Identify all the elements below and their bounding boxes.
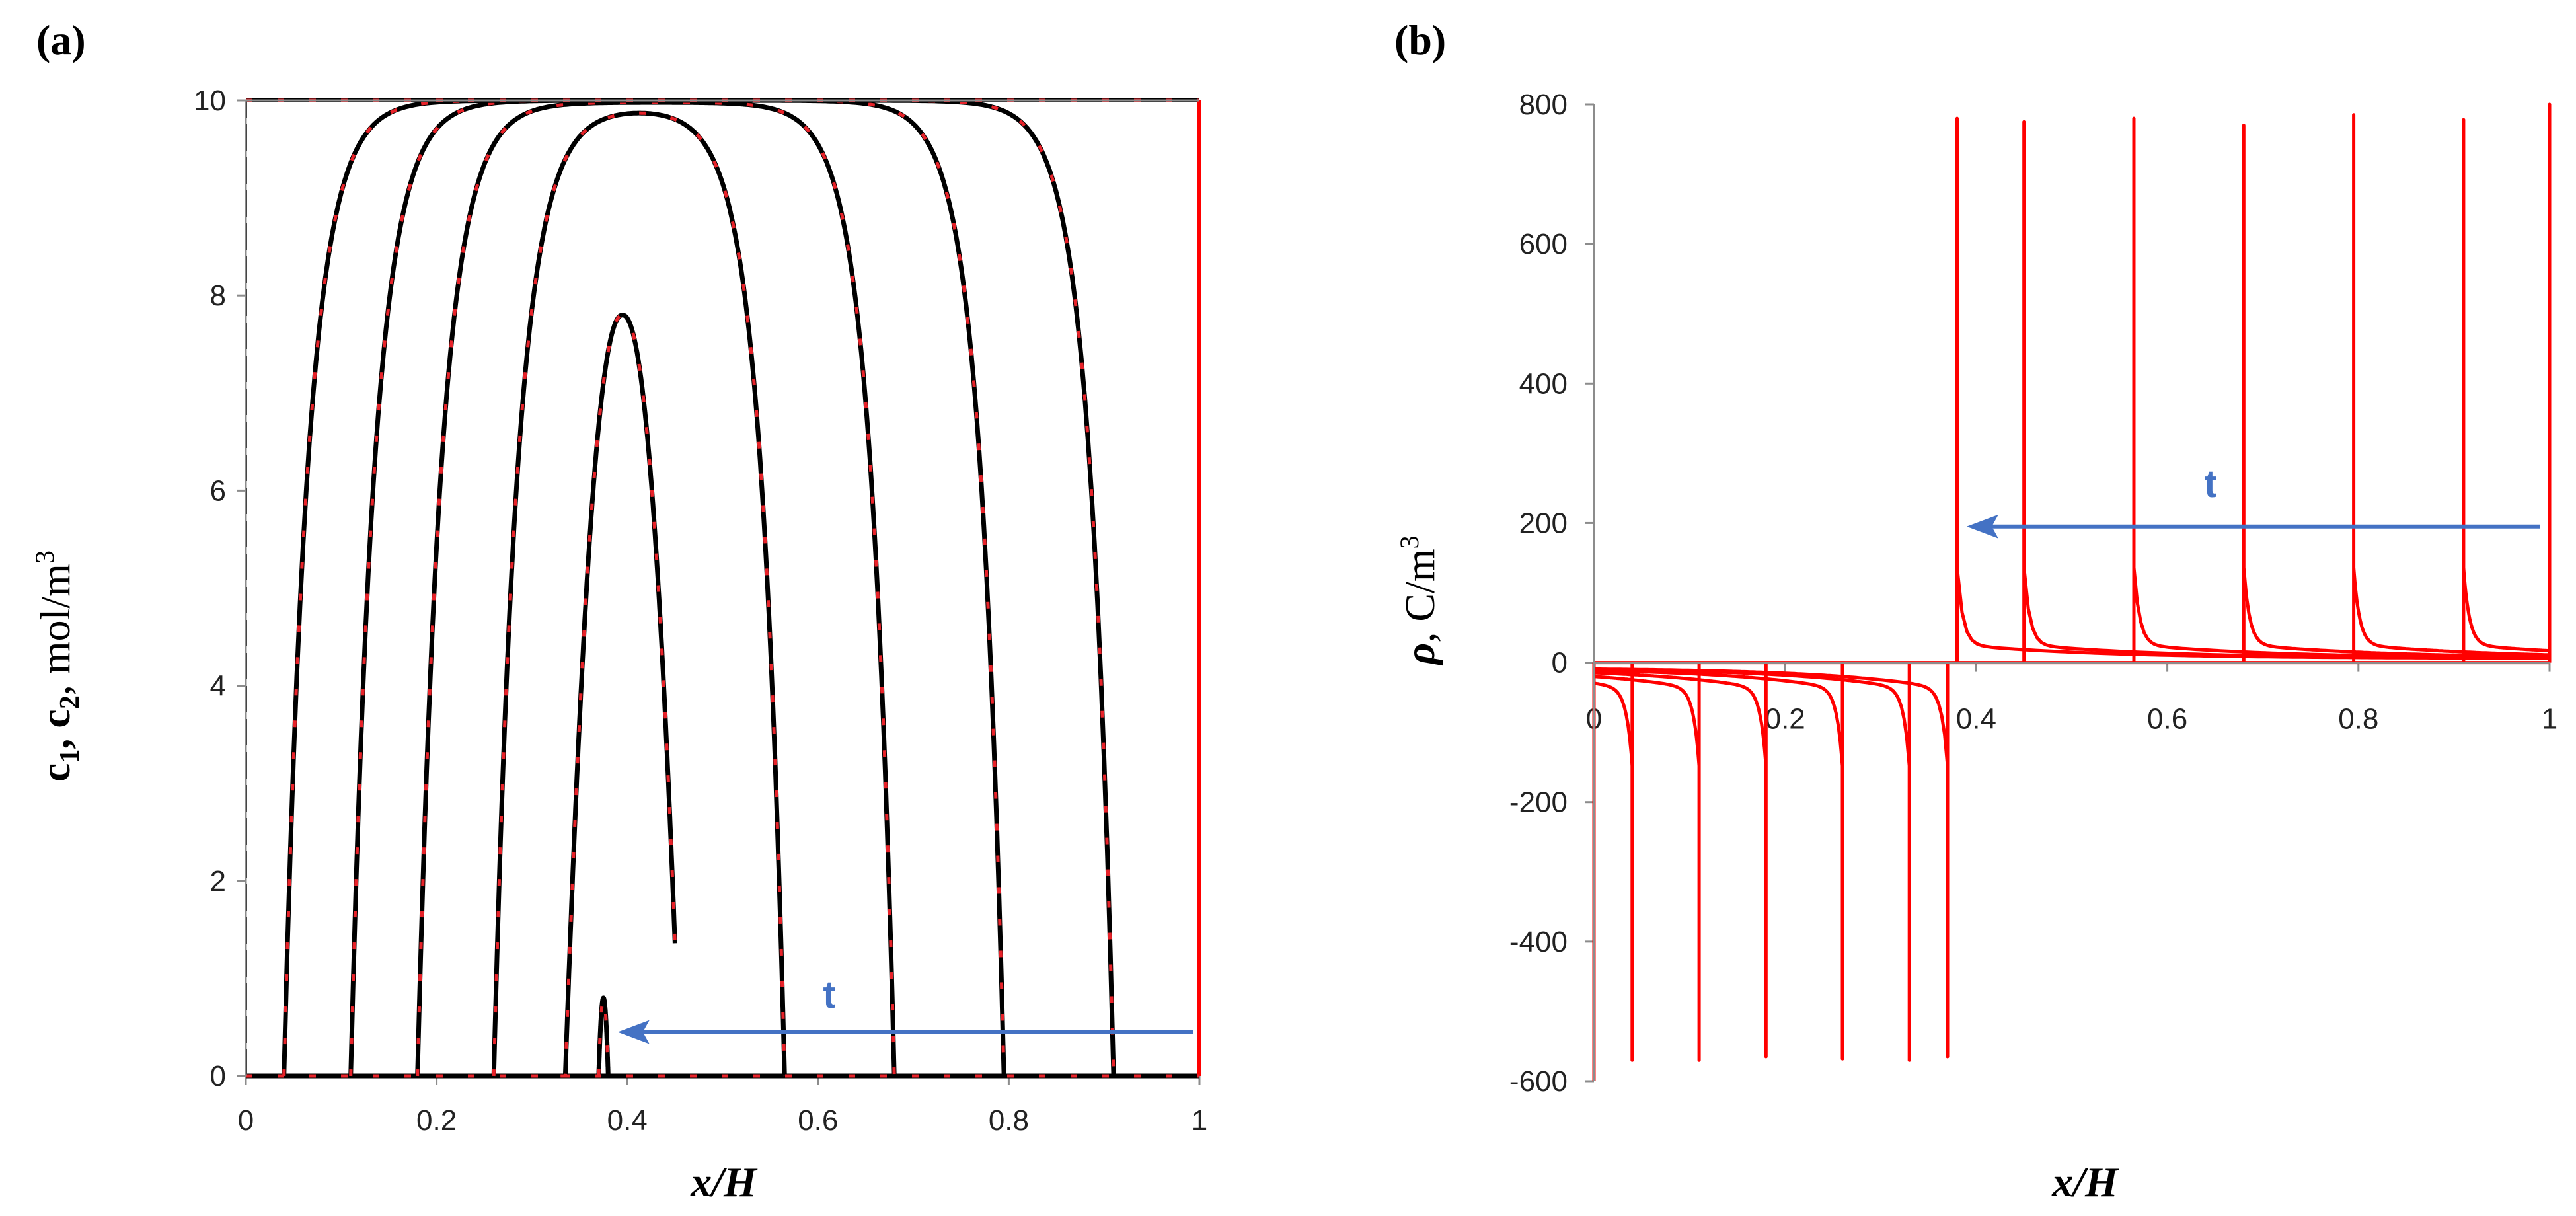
panel-b-negative-spike	[1594, 662, 1950, 1059]
panel-a-ylabel-sub1: 1	[55, 749, 85, 763]
panel-b-arrow-head	[1966, 514, 1998, 539]
panel-a-curve-c1-t1	[596, 995, 611, 1077]
panel-a-curve-c1-t3	[491, 110, 787, 1077]
panel-b-ylabel-rho: ρ	[1396, 643, 1443, 666]
panel-b-xtick-label: 0.2	[1765, 703, 1805, 736]
panel-a-axes	[245, 99, 1199, 1076]
panel-a-curve-c1-t4	[415, 100, 897, 1077]
panel-b-xtick-label: 0.8	[2338, 703, 2378, 736]
panel-a-xtick-label: 0.4	[607, 1104, 648, 1137]
panel-a-curve-c2-t6	[282, 98, 1116, 1077]
panel-b-negative-spike	[1593, 662, 1911, 1062]
panel-a-ytick-label: 6	[210, 475, 226, 507]
panel-b-positive-spike	[2132, 116, 2550, 663]
panel-b-negative-spike	[1593, 662, 1634, 1062]
panel-a-time-arrow	[617, 1020, 1193, 1044]
panel-b-ytick-label: 200	[1519, 507, 1568, 539]
panel-a-ylabel-units: , mol/m	[32, 564, 79, 695]
panel-a-curves	[245, 98, 1201, 1079]
panel-a-ticks: 0 2 4 6 8 10 0 0.2 0.4 0.6 0.8 1	[194, 85, 1207, 1137]
panel-a-xlabel: x/H	[690, 1159, 758, 1205]
panel-b-negative-spike	[1593, 662, 1701, 1062]
panel-a-xtick-label: 1	[1192, 1104, 1207, 1137]
panel-a-curve-c2-t4	[416, 100, 896, 1077]
panel-a-curve-c1-t2	[558, 313, 677, 1079]
panel-b-ytick-label: 800	[1519, 89, 1568, 121]
panel-b-time-label: t	[2204, 463, 2216, 506]
panel-b-ylabel-sup: 3	[1394, 535, 1424, 549]
panel-b-positive-spike	[2022, 120, 2550, 663]
panel-a-curve-c2-t3	[492, 111, 786, 1077]
panel-a-xtick-label: 0.6	[798, 1104, 838, 1137]
panel-a-curve-c2-t2	[560, 313, 677, 1078]
panel-a-ylabel-sup: 3	[30, 551, 59, 564]
panel-b-xtick-label: 0.4	[1956, 703, 1996, 736]
panel-a-xtick-label: 0.8	[989, 1104, 1029, 1137]
panel-a-xlabel-x: x	[690, 1159, 712, 1205]
panel-b-ytick-label: 400	[1519, 367, 1568, 400]
panel-b-positive-spike	[1955, 116, 2550, 663]
panel-b-curves	[1592, 102, 2552, 1081]
panel-a-xlabel-rest: /H	[709, 1159, 758, 1205]
panel-a-ytick-label: 10	[194, 85, 226, 117]
panel-b-ytick-label: 600	[1519, 228, 1568, 260]
panel-a-ylabel: c1, c2, mol/m3	[30, 551, 85, 782]
panel-b-ytick-label: -400	[1509, 926, 1568, 958]
panel-b-xtick-label: 0.6	[2147, 703, 2187, 736]
panel-b-label: (b)	[1394, 17, 1446, 63]
panel-b-axes	[1593, 104, 2550, 1081]
panel-b-ytick-label: -600	[1509, 1065, 1568, 1098]
panel-a-time-label: t	[823, 973, 835, 1016]
panel-a-ylabel-c2: c	[32, 709, 79, 728]
panel-b-ylabel-units: , C/m	[1396, 549, 1443, 642]
panel-a-ytick-label: 0	[210, 1060, 226, 1092]
panel-a-ytick-label: 4	[210, 670, 226, 703]
panel-a-curve-c2-t5	[349, 98, 1006, 1077]
panel-b-time-arrow	[1966, 514, 2540, 539]
panel-a-arrow-head	[617, 1020, 650, 1044]
panel-b-ytick-label: 0	[1552, 647, 1568, 679]
panel-b-positive-spike	[2352, 113, 2550, 663]
panel-b-negative-spike	[1593, 662, 1768, 1059]
panel-a-ylabel-sub2: 2	[55, 695, 85, 709]
panel-b-positive-spike	[2242, 124, 2550, 663]
panel-a-xtick-label: 0	[238, 1104, 254, 1137]
panel-b-xtick-label: 1	[2542, 703, 2557, 736]
panel-b-positive-spike	[2462, 118, 2551, 663]
panel-a-ytick-label: 8	[210, 280, 226, 312]
panel-a-ytick-label: 2	[210, 865, 226, 897]
panel-a-label: (a)	[36, 17, 86, 63]
panel-a-xtick-label: 0.2	[416, 1104, 457, 1137]
panel-b-xlabel-x: x	[2051, 1159, 2073, 1205]
panel-b-xlabel: x/H	[2051, 1159, 2119, 1205]
panel-b-ytick-label: -200	[1509, 786, 1568, 819]
panel-a-curve-c1-t5	[348, 98, 1006, 1077]
panel-b-xlabel-rest: /H	[2070, 1159, 2119, 1205]
panel-a-ylabel-c1: c	[32, 763, 79, 782]
panel-a-ylabel-comma: ,	[32, 728, 79, 749]
panel-b-ylabel: ρ, C/m3	[1394, 535, 1443, 665]
